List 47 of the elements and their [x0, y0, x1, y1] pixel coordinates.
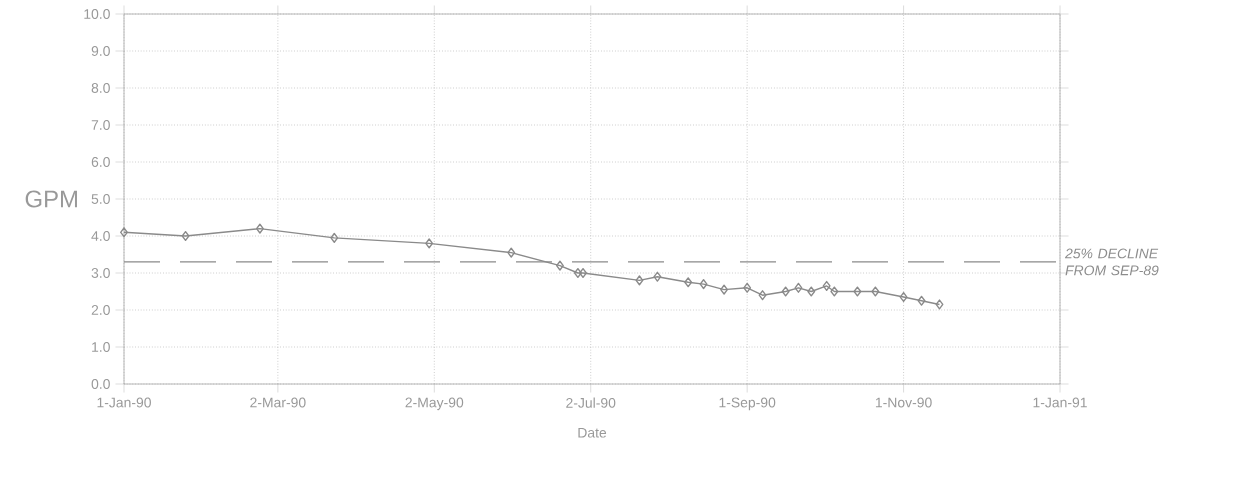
y-tick-label: 1.0: [92, 342, 110, 352]
point: [579, 267, 588, 279]
point: [781, 286, 790, 297]
point: [899, 291, 908, 303]
x-tick-label: 1-Sep-90: [719, 397, 776, 411]
point: [330, 232, 339, 243]
ref-line-label: 25% DECLINE FROM SEP-89: [1064, 248, 1159, 276]
x-tick-label: 1-Jan-91: [1033, 397, 1087, 408]
point: [871, 286, 880, 297]
y-tick-label: 7.0: [91, 120, 110, 130]
point: [573, 267, 582, 279]
point: [653, 271, 662, 282]
y-axis-title: GPM: [25, 190, 77, 208]
point: [425, 238, 434, 249]
x-tick-label: 1-Nov-90: [875, 397, 932, 408]
point: [794, 282, 803, 293]
x-axis-title: Date: [578, 427, 607, 438]
y-tick-label: 9.0: [91, 46, 110, 56]
point: [807, 286, 816, 297]
x-tick-label: 2-Jul-90: [566, 397, 616, 408]
x-tick-label: 2-Mar-90: [250, 397, 306, 408]
point: [699, 279, 708, 290]
point: [635, 275, 644, 286]
y-tick-label: 0.0: [91, 379, 110, 389]
y-tick-label: 8.0: [91, 83, 110, 93]
point: [853, 286, 862, 297]
y-tick-label: 3.0: [91, 268, 110, 278]
point: [684, 277, 693, 288]
point: [120, 227, 128, 238]
point: [758, 290, 767, 301]
point: [830, 286, 839, 297]
point: [507, 247, 516, 258]
y-tick-label: 10.0: [84, 9, 110, 19]
point: [935, 299, 944, 310]
y-tick-label: 5.0: [91, 194, 110, 204]
point: [917, 295, 926, 306]
point: [720, 284, 729, 295]
point: [822, 280, 831, 292]
y-tick-label: 4.0: [91, 231, 110, 241]
point: [743, 282, 752, 293]
point: [181, 230, 190, 242]
y-tick-label: 6.0: [91, 157, 110, 167]
x-tick-label: 1-Jan-90: [97, 397, 151, 408]
x-tick-label: 2-May-90: [405, 397, 464, 411]
y-tick-label: 2.0: [91, 305, 110, 315]
point: [555, 260, 564, 271]
point: [255, 223, 264, 234]
